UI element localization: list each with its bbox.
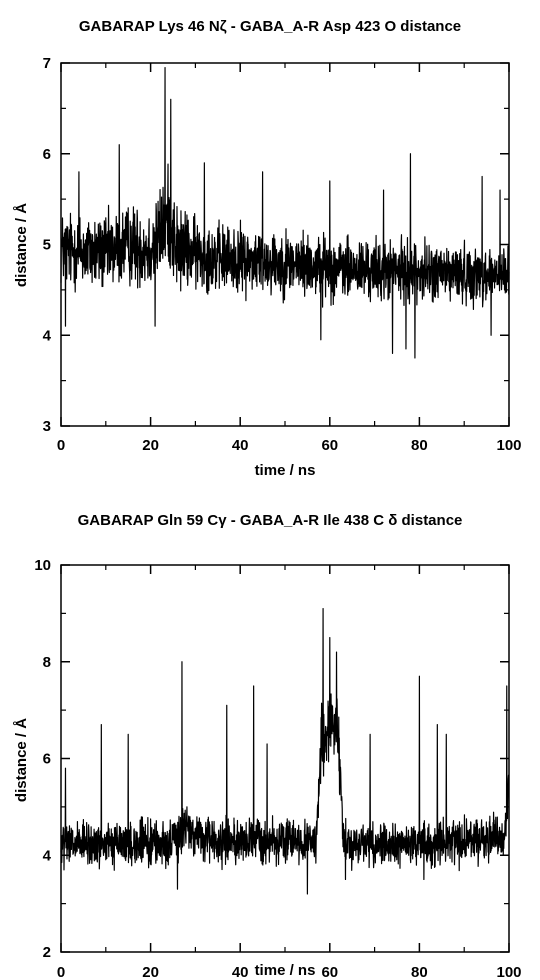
top-chart-panel: GABARAP Lys 46 Nζ - GABA_A-R Asp 423 O d…: [13, 18, 522, 479]
y-tick-label: 2: [43, 944, 51, 961]
y-tick-label: 3: [43, 418, 51, 435]
y-tick-label: 7: [43, 55, 51, 72]
y-axis-label: distance / Å: [13, 718, 30, 802]
x-axis-label: time / ns: [255, 462, 316, 479]
chart-title: GABARAP Lys 46 Nζ - GABA_A-R Asp 423 O d…: [78, 18, 462, 35]
y-axis-label: distance / Å: [13, 203, 30, 287]
data-series-line: [60, 607, 510, 895]
x-tick-label: 40: [232, 437, 249, 454]
data-series-line: [60, 66, 510, 359]
distance-plot-lys46: 0 20 40 60 80 100 3 4 5 6 7 time / ns distance / Å: [13, 55, 522, 479]
y-tick-label: 8: [43, 654, 51, 671]
bottom-chart-panel: GABARAP Gln 59 Cγ - GABA_A-R Ile 438 C δ…: [0, 490, 540, 980]
x-tick-label: 60: [321, 964, 338, 980]
y-tick-label: 5: [43, 237, 51, 254]
x-tick-label: 100: [496, 437, 521, 454]
x-tick-label: 80: [411, 437, 428, 454]
distance-plot-gln59: 0 20 40 60 80 100 2 4 6 8 10 time / ns distance / Å: [13, 557, 522, 980]
x-tick-label: 100: [496, 964, 521, 980]
x-tick-label: 0: [57, 437, 65, 454]
x-tick-label: 40: [232, 964, 249, 980]
x-tick-label: 60: [321, 437, 338, 454]
chart-title: GABARAP Gln 59 Cγ - GABA_A-R Ile 438 C δ…: [77, 512, 463, 529]
y-tick-label: 6: [43, 146, 51, 163]
y-tick-label: 6: [43, 751, 51, 768]
x-tick-label: 80: [411, 964, 428, 980]
x-tick-label: 0: [57, 964, 65, 980]
y-tick-label: 4: [43, 847, 52, 864]
x-axis-label: time / ns: [255, 962, 316, 979]
x-tick-label: 20: [142, 437, 159, 454]
y-tick-label: 10: [34, 557, 51, 574]
y-tick-label: 4: [43, 327, 52, 344]
x-tick-label: 20: [142, 964, 159, 980]
